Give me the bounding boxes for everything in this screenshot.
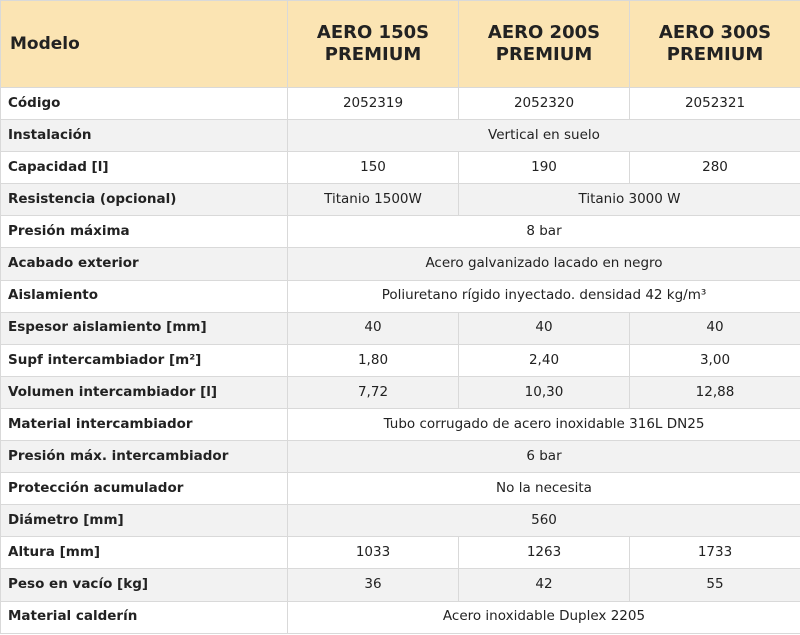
cell-aero-300s: 40: [629, 311, 800, 345]
row-codigo: Código 2052319 2052320 2052321: [0, 86, 800, 121]
cell-all-models: 6 bar: [287, 440, 800, 474]
row-capacidad: Capacidad [l] 150 190 280: [0, 151, 800, 185]
row-label: Presión máx. intercambiador: [0, 440, 288, 474]
row-espesor-aislamiento: Espesor aislamiento [mm] 40 40 40: [0, 311, 800, 345]
row-altura: Altura [mm] 1033 1263 1733: [0, 536, 800, 570]
row-label: Resistencia (opcional): [0, 183, 288, 217]
cell-aero-200s-300s: Titanio 3000 W: [458, 183, 800, 217]
cell-aero-150s: 1,80: [287, 343, 459, 377]
modelo-header: Modelo: [0, 0, 288, 88]
cell-aero-300s: 1733: [629, 536, 800, 570]
model-name: AERO 150S: [316, 22, 430, 44]
cell-all-models: Acero galvanizado lacado en negro: [287, 247, 800, 281]
cell-aero-300s: 12,88: [629, 375, 800, 409]
cell-all-models: Vertical en suelo: [287, 119, 800, 153]
row-label: Acabado exterior: [0, 247, 288, 281]
row-aislamiento: Aislamiento Poliuretano rígido inyectado…: [0, 279, 800, 313]
cell-all-models: Acero inoxidable Duplex 2205: [287, 600, 800, 634]
row-acabado-exterior: Acabado exterior Acero galvanizado lacad…: [0, 247, 800, 281]
row-label: Peso en vacío [kg]: [0, 568, 288, 602]
row-label: Supf intercambiador [m²]: [0, 343, 288, 377]
row-presion-max-intercambiador: Presión máx. intercambiador 6 bar: [0, 440, 800, 474]
row-label: Espesor aislamiento [mm]: [0, 311, 288, 345]
row-peso-en-vacio: Peso en vacío [kg] 36 42 55: [0, 568, 800, 602]
cell-all-models: Poliuretano rígido inyectado. densidad 4…: [287, 279, 800, 313]
cell-aero-150s: Titanio 1500W: [287, 183, 459, 217]
cell-aero-150s: 36: [287, 568, 459, 602]
row-label: Instalación: [0, 119, 288, 153]
row-label: Altura [mm]: [0, 536, 288, 570]
cell-all-models: 8 bar: [287, 215, 800, 249]
row-label: Presión máxima: [0, 215, 288, 249]
cell-aero-300s: 280: [629, 151, 800, 185]
cell-all-models: No la necesita: [287, 472, 800, 506]
row-label: Capacidad [l]: [0, 151, 288, 185]
row-instalacion: Instalación Vertical en suelo: [0, 119, 800, 153]
model-edition: PREMIUM: [666, 44, 764, 65]
cell-aero-200s: 42: [458, 568, 630, 602]
cell-aero-150s: 7,72: [287, 375, 459, 409]
row-diametro: Diámetro [mm] 560: [0, 504, 800, 538]
model-edition: PREMIUM: [324, 44, 422, 65]
row-label: Diámetro [mm]: [0, 504, 288, 538]
row-supf-intercambiador: Supf intercambiador [m²] 1,80 2,40 3,00: [0, 343, 800, 377]
cell-aero-150s: 150: [287, 151, 459, 185]
cell-aero-200s: 190: [458, 151, 630, 185]
cell-aero-200s: 10,30: [458, 375, 630, 409]
model-header-aero-300s: AERO 300S PREMIUM: [629, 0, 800, 88]
row-material-intercambiador: Material intercambiador Tubo corrugado d…: [0, 407, 800, 442]
row-label: Código: [0, 86, 288, 121]
header-row: Modelo AERO 150S PREMIUM AERO 200S PREMI…: [0, 0, 800, 88]
cell-aero-300s: 3,00: [629, 343, 800, 377]
row-label: Volumen intercambiador [l]: [0, 375, 288, 409]
cell-all-models: 560: [287, 504, 800, 538]
cell-aero-200s: 40: [458, 311, 630, 345]
cell-aero-200s: 2052320: [458, 86, 630, 121]
row-proteccion-acumulador: Protección acumulador No la necesita: [0, 472, 800, 506]
row-resistencia: Resistencia (opcional) Titanio 1500W Tit…: [0, 183, 800, 217]
row-label: Protección acumulador: [0, 472, 288, 506]
row-volumen-intercambiador: Volumen intercambiador [l] 7,72 10,30 12…: [0, 375, 800, 409]
row-material-calderin: Material calderín Acero inoxidable Duple…: [0, 600, 800, 634]
model-name: AERO 300S: [658, 22, 772, 44]
row-label: Material calderín: [0, 600, 288, 634]
cell-aero-150s: 40: [287, 311, 459, 345]
model-edition: PREMIUM: [495, 44, 593, 65]
row-label: Material intercambiador: [0, 407, 288, 442]
model-header-aero-200s: AERO 200S PREMIUM: [458, 0, 630, 88]
cell-all-models: Tubo corrugado de acero inoxidable 316L …: [287, 407, 800, 442]
model-name: AERO 200S: [487, 22, 601, 44]
cell-aero-200s: 2,40: [458, 343, 630, 377]
cell-aero-150s: 2052319: [287, 86, 459, 121]
cell-aero-150s: 1033: [287, 536, 459, 570]
row-presion-maxima: Presión máxima 8 bar: [0, 215, 800, 249]
cell-aero-300s: 2052321: [629, 86, 800, 121]
model-header-aero-150s: AERO 150S PREMIUM: [287, 0, 459, 88]
row-label: Aislamiento: [0, 279, 288, 313]
cell-aero-300s: 55: [629, 568, 800, 602]
cell-aero-200s: 1263: [458, 536, 630, 570]
